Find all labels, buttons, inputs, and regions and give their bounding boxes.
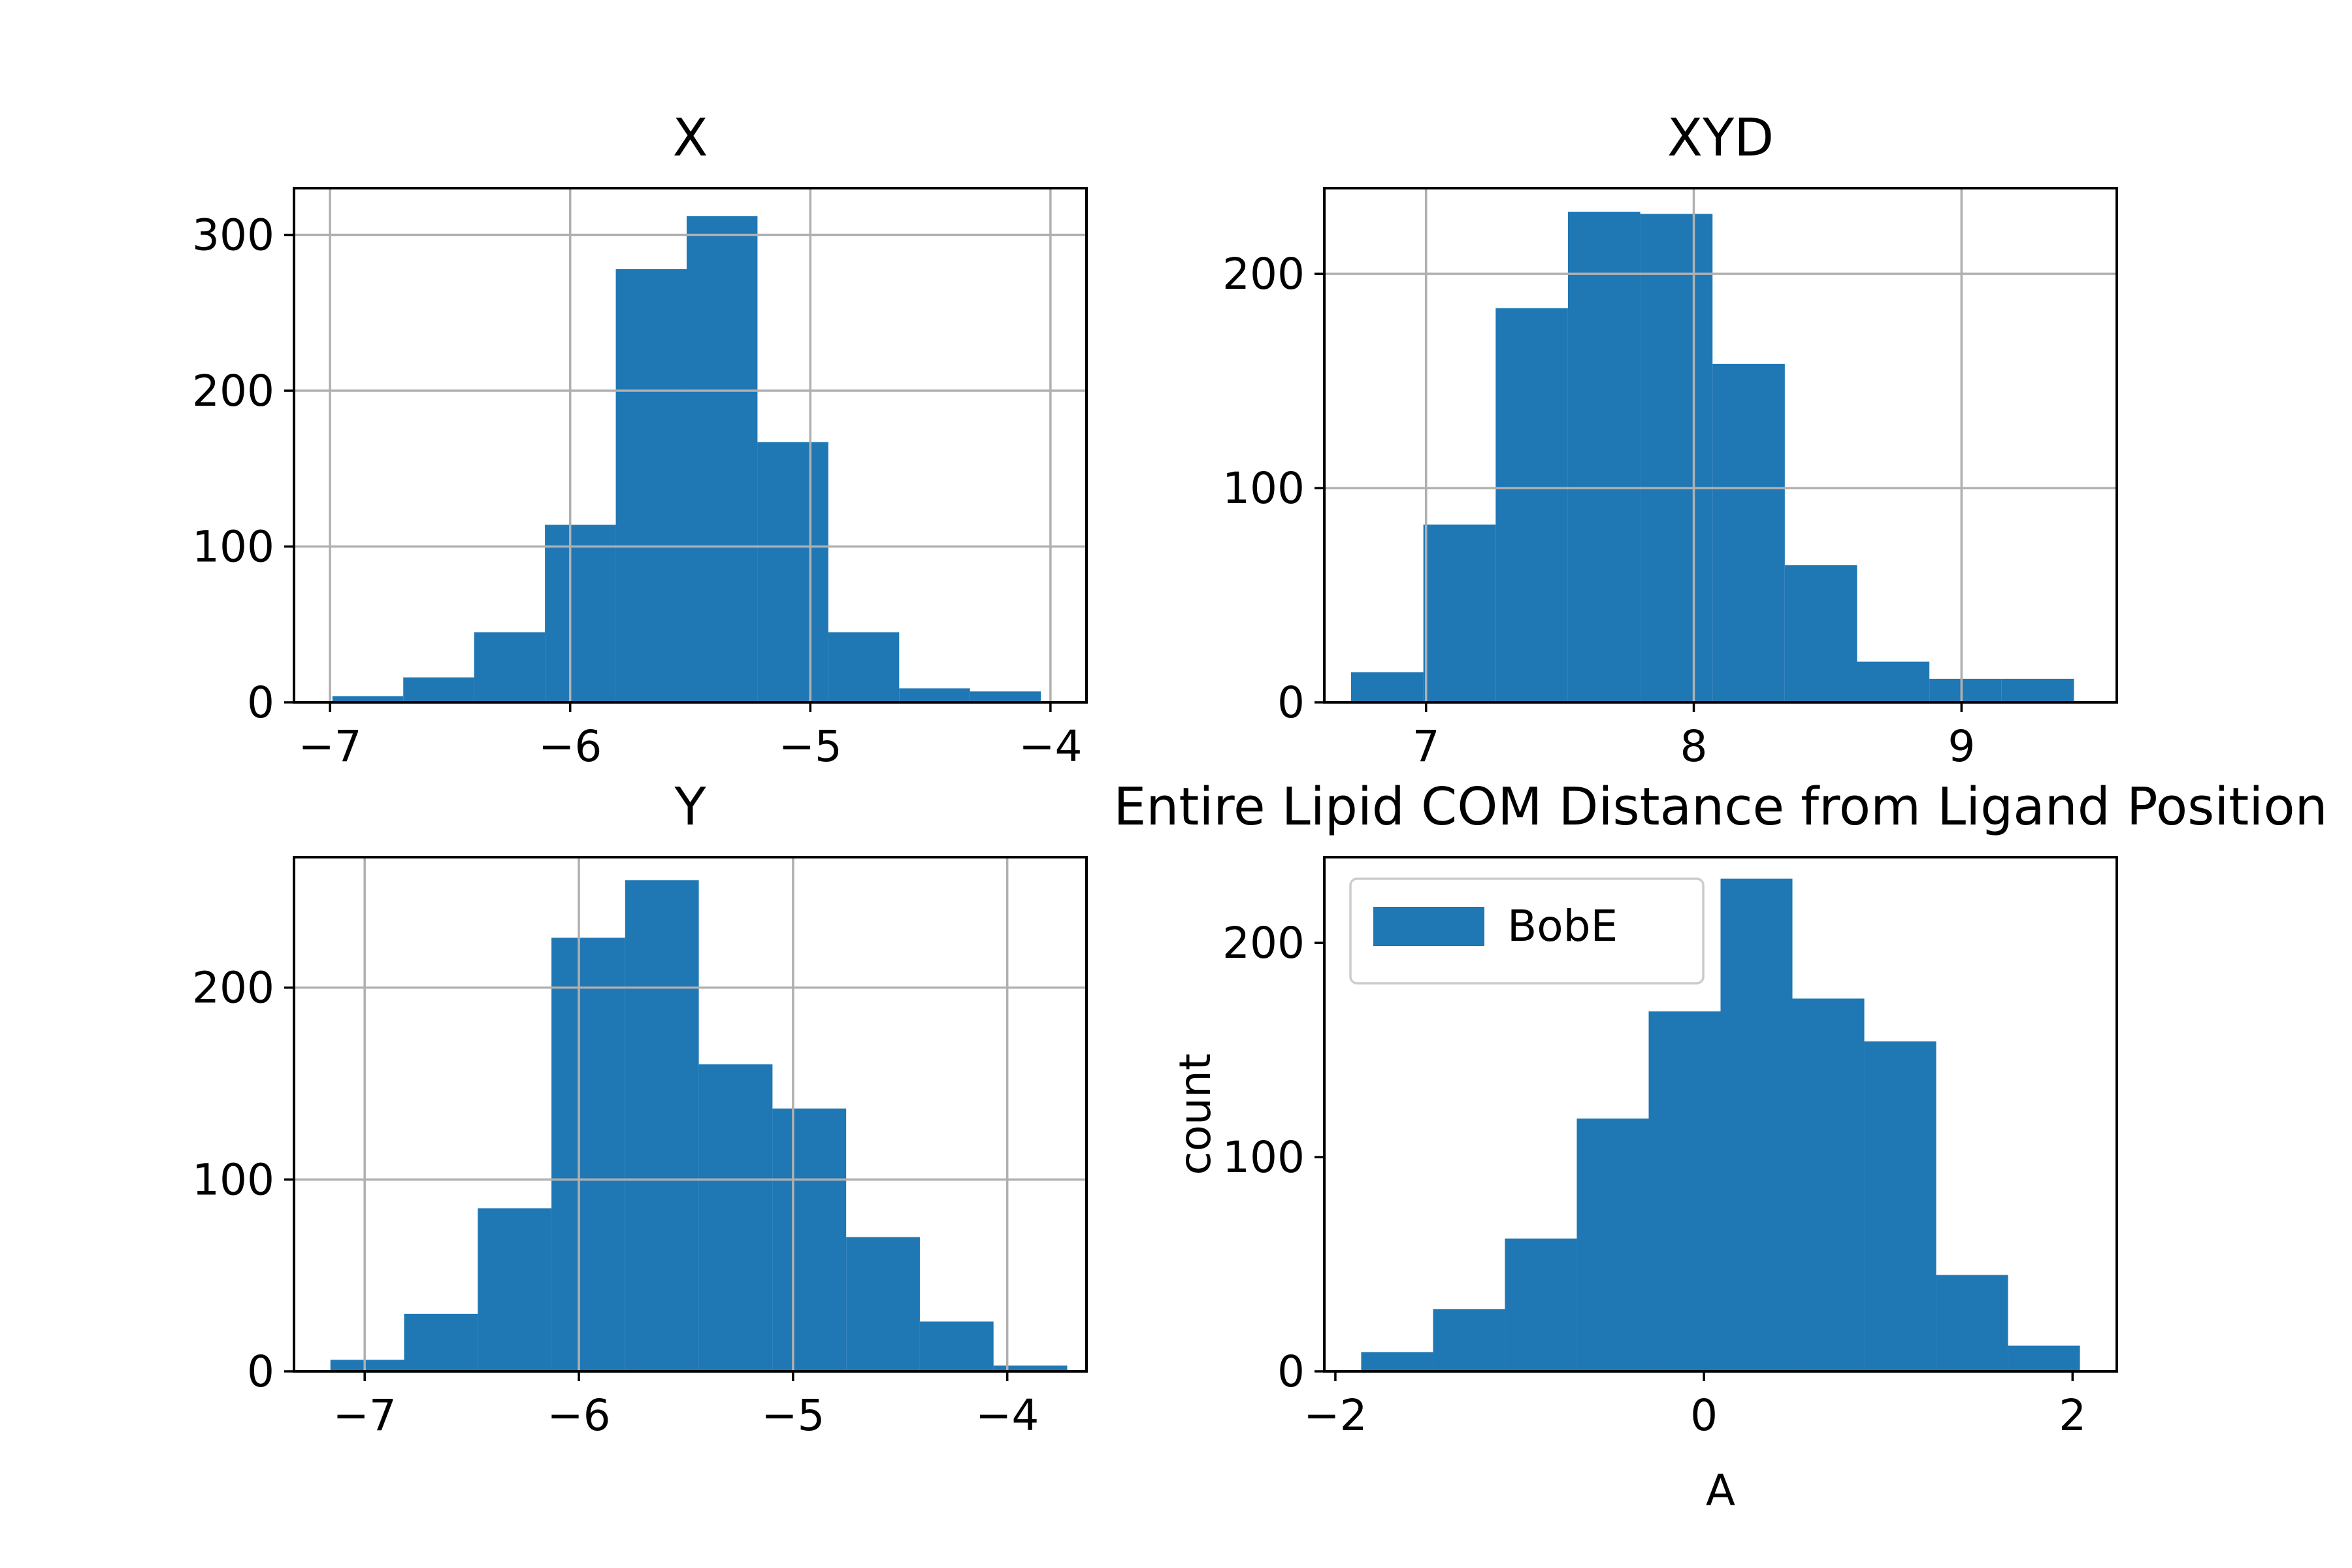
axes-frame	[1323, 856, 2118, 1373]
panel-title-x: X	[672, 108, 708, 168]
histogram-bar	[1792, 998, 1865, 1371]
y-tick-label: 200	[1222, 249, 1305, 299]
y-tick-label: 100	[192, 522, 274, 572]
histogram-bar	[899, 688, 970, 702]
x-tick-label: −2	[1303, 1390, 1367, 1441]
histogram-bar	[846, 1237, 920, 1371]
histogram-bar	[698, 1064, 773, 1371]
histogram-bar	[1361, 1352, 1433, 1371]
histogram-bar	[404, 1313, 478, 1371]
axes-frame	[293, 856, 1088, 1373]
x-tick-label: −4	[1019, 721, 1082, 772]
histogram-bar	[993, 1365, 1068, 1371]
axes-frame	[1323, 187, 2118, 704]
histogram-bar	[1720, 878, 1793, 1371]
x-tick-label: −5	[761, 1390, 825, 1441]
histogram-bar	[474, 632, 546, 702]
legend-label: BobE	[1507, 901, 1618, 951]
histogram-bar	[2001, 678, 2074, 702]
histogram-bar	[403, 677, 474, 702]
x-axis-label: A	[1706, 1465, 1735, 1516]
histogram-bar	[332, 696, 404, 702]
y-tick-label: 100	[1222, 463, 1305, 514]
axes-frame	[293, 187, 1088, 704]
histogram-bar	[545, 525, 616, 702]
y-tick-label: 200	[1222, 918, 1305, 968]
panel-title-distance: Entire Lipid COM Distance from Ligand Po…	[1113, 777, 2327, 837]
histogram-bar	[772, 1108, 847, 1371]
y-tick-label: 300	[192, 210, 274, 261]
x-tick-label: 0	[1690, 1390, 1718, 1441]
x-tick-label: −5	[779, 721, 842, 772]
y-tick-label: 0	[247, 1347, 274, 1397]
y-tick-label: 0	[247, 678, 274, 728]
legend-box	[1349, 877, 1705, 985]
histogram-bar	[1784, 565, 1857, 702]
histogram-bar	[1495, 308, 1568, 703]
x-tick-label: −6	[547, 1390, 610, 1441]
histogram-bar	[1864, 1041, 1936, 1371]
histogram-bar	[615, 269, 687, 703]
x-tick-label: −4	[975, 1390, 1039, 1441]
panel-title-xyd: XYD	[1667, 108, 1774, 168]
x-tick-label: −6	[538, 721, 602, 772]
y-axis-label: count	[1170, 1053, 1220, 1175]
y-tick-label: 0	[1277, 1347, 1305, 1397]
histogram-bar	[919, 1321, 994, 1371]
histogram-bar	[1936, 1275, 2008, 1371]
histogram-bar	[1505, 1238, 1577, 1371]
panel-title-y: Y	[674, 777, 706, 837]
histogram-bar	[1567, 212, 1641, 703]
histogram-panel-y: −7 −6 −5 −4 0 100 200 Y	[192, 777, 1088, 1441]
histogram-bar	[478, 1208, 552, 1371]
histogram-bar	[1857, 661, 1930, 702]
x-tick-label: −7	[298, 721, 361, 772]
histogram-bar	[551, 938, 625, 1371]
histogram-bar	[1929, 678, 2002, 702]
histogram-bar	[1648, 1011, 1721, 1371]
histogram-panel-x: −7 −6 −5 −4 0 100 200 300 X	[192, 108, 1088, 772]
x-tick-label: 2	[2059, 1390, 2086, 1441]
x-tick-label: −7	[333, 1390, 397, 1441]
y-tick-label: 200	[192, 366, 274, 416]
histogram-bar	[1350, 672, 1424, 702]
histogram-bar	[970, 691, 1041, 702]
y-tick-label: 200	[192, 963, 274, 1013]
x-tick-label: 9	[1948, 721, 1975, 772]
histogram-bar	[1433, 1309, 1505, 1371]
y-tick-label: 100	[192, 1154, 274, 1205]
histogram-bar	[330, 1360, 404, 1371]
x-tick-label: 8	[1680, 721, 1708, 772]
histogram-bar	[2008, 1345, 2080, 1371]
histogram-bar	[1640, 214, 1713, 703]
histogram-bar	[1712, 363, 1785, 702]
y-tick-label: 0	[1277, 678, 1305, 728]
histogram-bar	[828, 632, 900, 702]
histogram-bar	[1576, 1119, 1649, 1371]
legend-swatch	[1373, 907, 1484, 946]
histogram-panel-xyd: 7 8 9 0 100 200 XYD	[1222, 108, 2118, 772]
histogram-bar	[757, 442, 828, 702]
histogram-bar	[686, 216, 758, 703]
histogram-bar	[1423, 524, 1496, 702]
histogram-bar	[625, 880, 699, 1371]
y-tick-label: 100	[1222, 1132, 1305, 1183]
x-tick-label: 7	[1413, 721, 1440, 772]
